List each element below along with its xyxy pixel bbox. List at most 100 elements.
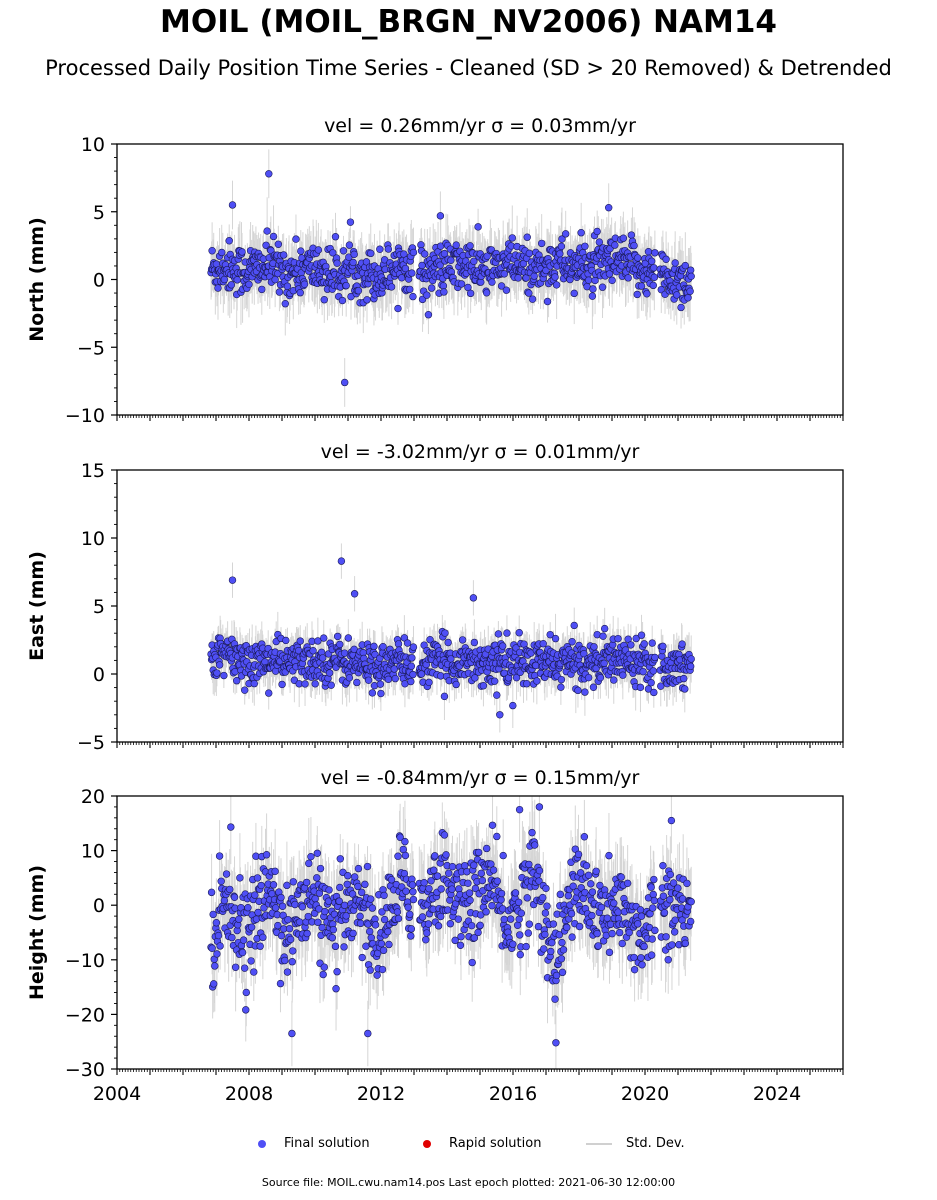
data-point (314, 637, 322, 645)
data-point (600, 624, 609, 633)
data-point (275, 288, 284, 296)
data-point (349, 258, 357, 267)
data-layer (207, 149, 695, 407)
data-point (500, 270, 508, 278)
data-point (466, 242, 474, 250)
data-point (686, 662, 695, 671)
data-point (681, 261, 690, 270)
data-point (639, 667, 647, 676)
data-point (584, 276, 593, 284)
data-point (346, 218, 355, 226)
data-point (494, 630, 503, 638)
data-point (338, 296, 347, 305)
data-point (649, 667, 657, 675)
data-point (440, 692, 449, 701)
data-point (471, 674, 479, 682)
data-point (377, 689, 385, 698)
data-point (296, 288, 304, 297)
data-point (482, 289, 491, 297)
y-tick-label: 5 (93, 202, 105, 224)
panel-2: vel = -3.02mm/yr σ = 0.01mm/yr East (mm) −… (26, 441, 844, 754)
data-point (543, 297, 552, 306)
data-point (503, 629, 511, 637)
y-tick-label: −5 (77, 732, 105, 754)
data-point (394, 304, 402, 313)
data-point (265, 689, 273, 697)
data-point (542, 266, 550, 275)
data-point (282, 636, 290, 645)
outlier-point (228, 576, 237, 584)
data-point (686, 266, 695, 274)
y-tick-label: −10 (65, 405, 105, 427)
data-point (329, 249, 337, 257)
data-point (493, 691, 501, 699)
data-point (327, 681, 335, 689)
data-point (581, 688, 589, 696)
data-point (497, 282, 506, 290)
data-point (407, 677, 415, 686)
data-point (551, 273, 559, 281)
data-point (556, 250, 564, 258)
data-point (644, 685, 653, 693)
data-point (678, 640, 686, 648)
data-point (490, 677, 499, 685)
data-point (215, 661, 224, 669)
data-point (557, 242, 566, 251)
data-point (370, 642, 378, 651)
data-point (376, 680, 385, 688)
data-point (350, 250, 358, 259)
data-point (345, 674, 354, 682)
outlier-point (341, 378, 349, 387)
data-point (309, 647, 317, 655)
outlier-point (265, 170, 273, 178)
data-point (409, 670, 417, 679)
data-point (577, 229, 585, 237)
data-point (662, 255, 670, 263)
data-point (250, 679, 259, 688)
data-point (311, 680, 319, 688)
data-point (600, 659, 608, 668)
data-point (452, 241, 460, 249)
data-point (296, 637, 304, 645)
data-point (262, 241, 270, 249)
data-point (649, 281, 657, 290)
data-point (232, 677, 241, 685)
data-point (320, 296, 328, 304)
data-point (208, 247, 216, 255)
data-point (263, 227, 271, 235)
outlier-point (496, 711, 504, 719)
data-point (363, 296, 371, 304)
data-point (387, 283, 396, 291)
data-point (452, 680, 460, 689)
data-point (557, 675, 566, 684)
data-point (439, 282, 448, 290)
data-point (364, 676, 373, 684)
plot-frame (116, 469, 844, 743)
data-point (641, 259, 649, 268)
data-point (447, 256, 455, 264)
data-point (650, 273, 659, 282)
data-point (274, 240, 283, 248)
data-point (596, 673, 605, 682)
data-point (647, 257, 656, 265)
data-point (552, 281, 561, 289)
data-point (580, 649, 588, 658)
data-point (619, 234, 628, 242)
y-tick-label: −5 (77, 337, 105, 359)
data-point (627, 231, 636, 239)
data-point (589, 285, 597, 293)
y-axis-label: Height (mm) (26, 865, 48, 1000)
panel-1: vel = 0.26mm/yr σ = 0.03mm/yr North (mm) −… (26, 115, 844, 427)
data-point (515, 629, 523, 637)
y-tick-label: 0 (93, 664, 105, 686)
outlier-point (350, 590, 359, 598)
data-point (283, 282, 292, 290)
data-point (444, 638, 452, 647)
outlier-point (436, 212, 445, 220)
data-point (508, 234, 516, 242)
data-point (238, 248, 246, 256)
data-point (470, 638, 479, 647)
data-point (440, 249, 449, 258)
data-point (593, 227, 601, 236)
